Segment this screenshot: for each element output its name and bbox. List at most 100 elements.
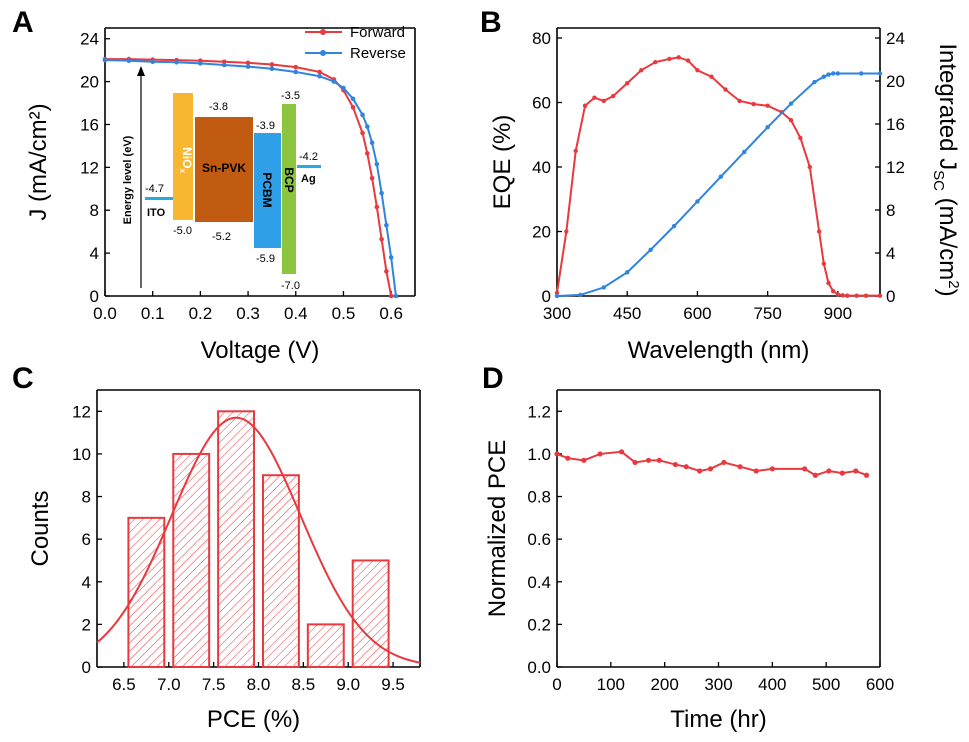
panel-label-c: C (12, 362, 34, 395)
d-y-tick-label: 0.4 (527, 573, 551, 592)
b-data-point-eqe (601, 98, 607, 104)
d-y-tick-label: 0.2 (527, 615, 551, 634)
d-data-point (769, 466, 775, 472)
c-x-tick-label: 9.5 (381, 675, 405, 694)
b-data-point-eqe (554, 290, 560, 295)
b-data-point-jsc (821, 74, 827, 79)
d-x-axis-title: Time (hr) (670, 706, 766, 733)
b-data-point-eqe (765, 103, 770, 108)
d-data-point (619, 449, 625, 455)
c-histogram-bar (306, 623, 345, 669)
b-x-tick-label: 750 (753, 304, 781, 323)
d-data-point (581, 457, 587, 463)
b-data-point-jsc (877, 71, 883, 76)
a-data-point-reverse (150, 59, 155, 65)
d-x-tick-label: 200 (650, 675, 678, 694)
a-x-axis-title: Voltage (V) (201, 337, 320, 364)
inset-pcbm-bottom-value: -5.9 (256, 253, 275, 265)
d-x-tick-label: 0 (552, 675, 561, 694)
a-x-tick-label: 0.4 (284, 304, 308, 323)
inset-bcp-top-value: -3.5 (281, 90, 300, 102)
a-data-point-forward (293, 64, 299, 70)
a-data-point-reverse (174, 60, 179, 65)
inset-ito-label: ITO (147, 207, 166, 219)
d-data-point (812, 472, 819, 478)
d-data-point (565, 455, 571, 461)
a-data-point-reverse (379, 190, 384, 196)
b-data-point-eqe (582, 103, 588, 108)
inset-pcbm-bar (254, 133, 281, 248)
b-data-point-eqe (788, 118, 794, 123)
b-y2-tick-label: 0 (886, 287, 895, 306)
b-y-tick-label: 60 (532, 94, 551, 113)
b-y2-axis-title: Integrated JSC (mA/cm2) (930, 43, 962, 296)
inset-snpvk-label: Sn-PVK (202, 161, 246, 175)
b-data-point-eqe (854, 293, 859, 298)
a-data-point-forward (221, 59, 227, 65)
a-data-point-forward (245, 60, 251, 66)
a-data-point-forward (384, 269, 389, 274)
a-data-point-reverse (374, 161, 380, 167)
inset-snpvk-bar (195, 117, 253, 222)
a-data-point-reverse (198, 61, 203, 66)
a-data-point-reverse (388, 255, 394, 260)
inset-ag-value: -4.2 (299, 151, 318, 163)
inset-niox-label: NiOx (178, 147, 194, 173)
b-x-tick-label: 900 (824, 304, 852, 323)
c-y-tick-label: 12 (72, 402, 91, 421)
b-data-point-eqe (845, 293, 850, 298)
b-data-point-eqe (723, 87, 728, 92)
a-data-point-reverse (317, 73, 322, 79)
d-data-point (597, 451, 603, 457)
panel-a-jv-curve: 0.0 0.1 0.2 0.3 0.4 0.5 0.6 0 4 8 12 16 20 24 Voltage … (25, 24, 416, 364)
b-data-point-eqe (625, 80, 630, 86)
a-legend-marker-reverse (320, 50, 326, 56)
inset-bcp-label: BCP (282, 167, 296, 192)
a-data-point-reverse (384, 222, 389, 228)
a-data-point-reverse (102, 57, 108, 63)
a-y-tick-label: 4 (90, 244, 99, 263)
a-data-point-reverse (331, 79, 337, 84)
a-y-tick-label: 16 (80, 115, 99, 134)
b-data-point-eqe (840, 293, 845, 298)
b-series-line-jsc (556, 72, 880, 297)
a-data-point-forward (369, 175, 375, 181)
a-y-tick-label: 8 (90, 201, 99, 220)
b-data-point-jsc (765, 125, 770, 130)
a-data-point-reverse (245, 64, 251, 69)
a-data-point-forward (388, 293, 394, 299)
d-y-tick-label: 1.2 (527, 402, 551, 421)
b-data-point-jsc (695, 199, 700, 204)
a-data-point-reverse (393, 293, 399, 299)
b-data-point-jsc (648, 247, 653, 252)
c-x-tick-label: 7.5 (202, 675, 226, 694)
b-data-point-jsc (601, 285, 607, 290)
c-y-tick-label: 6 (82, 530, 91, 549)
b-data-point-eqe (737, 98, 742, 104)
b-x-tick-label: 300 (543, 304, 571, 323)
b-series-line-eqe (556, 56, 880, 297)
d-y-tick-label: 1.0 (527, 445, 551, 464)
b-y-tick-label: 20 (532, 223, 551, 242)
a-x-tick-label: 0.3 (236, 304, 260, 323)
c-gaussian-fit-curve (96, 416, 421, 664)
c-y-tick-label: 4 (82, 573, 91, 592)
d-y-tick-label: 0.6 (527, 530, 551, 549)
c-x-tick-label: 8.5 (292, 675, 316, 694)
inset-snpvk-top-value: -3.8 (209, 101, 228, 113)
a-legend-marker-forward (320, 29, 326, 35)
b-data-point-eqe (821, 261, 827, 266)
c-y-axis-title: Counts (27, 490, 54, 566)
a-data-point-reverse (341, 85, 346, 91)
a-x-tick-label: 0.2 (189, 304, 213, 323)
d-series-line (556, 450, 867, 477)
b-data-point-eqe (667, 56, 672, 62)
d-data-point (753, 468, 759, 474)
inset-ito-value: -4.7 (145, 183, 164, 195)
b-data-point-jsc (826, 72, 831, 77)
b-data-point-eqe (751, 101, 756, 107)
c-x-tick-label: 7.0 (157, 675, 181, 694)
a-data-point-reverse (293, 69, 299, 75)
a-x-tick-label: 0.6 (379, 304, 403, 323)
b-data-point-eqe (676, 55, 681, 60)
